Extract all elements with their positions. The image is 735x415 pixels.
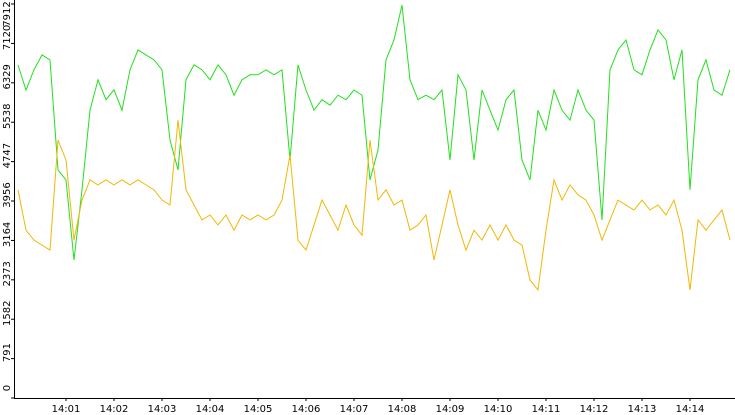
x-tick-label: 14:13: [628, 404, 657, 415]
x-tick-label: 14:03: [148, 404, 177, 415]
y-tick-label: 6329: [2, 64, 13, 89]
y-tick-label: 3956: [2, 182, 13, 207]
y-tick-label: 3164: [2, 222, 13, 247]
y-tick-label: 4747: [2, 143, 13, 168]
y-tick-label: 791: [2, 343, 13, 362]
x-tick-label: 14:02: [100, 404, 129, 415]
y-tick-label: 0: [2, 385, 13, 391]
x-tick-label: 14:10: [484, 404, 513, 415]
x-tick-label: 14:12: [580, 404, 609, 415]
x-tick-label: 14:14: [676, 404, 705, 415]
x-tick-label: 14:08: [388, 404, 417, 415]
x-tick-label: 14:11: [532, 404, 561, 415]
x-tick-label: 14:06: [292, 404, 321, 415]
x-tick-label: 14:07: [340, 404, 369, 415]
x-tick-label: 14:05: [244, 404, 273, 415]
y-tick-label: 2373: [2, 261, 13, 286]
series-line: [17, 120, 731, 292]
y-tick-label: 1582: [2, 300, 13, 325]
y-tick-label: 7120: [2, 25, 13, 50]
series-line: [17, 4, 731, 261]
x-tick-label: 14:04: [196, 404, 225, 415]
y-tick-label: 7912: [2, 1, 13, 26]
x-tick-label: 14:09: [436, 404, 465, 415]
x-tick-label: 14:01: [52, 404, 81, 415]
y-tick-label: 5538: [2, 103, 13, 128]
